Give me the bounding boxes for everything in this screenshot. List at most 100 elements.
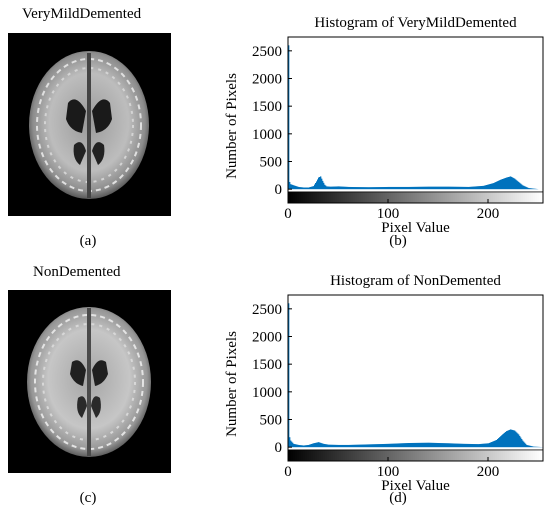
histogram-bar [341, 186, 343, 190]
plot-frame [287, 294, 544, 462]
histogram-bar [392, 443, 394, 448]
histogram-bar [420, 442, 422, 448]
histogram-bar [308, 187, 310, 190]
histogram-bar [295, 185, 297, 190]
histogram-bar [531, 446, 533, 448]
histogram-bar [455, 443, 457, 448]
histogram-bar [302, 445, 304, 448]
histogram-bar [292, 184, 294, 190]
histogram-bar [470, 443, 472, 448]
histogram-bar [356, 444, 358, 448]
histogram-bar [465, 186, 467, 190]
histogram-bar [409, 443, 411, 448]
histogram-bar [388, 186, 390, 190]
histogram-bar [319, 176, 321, 190]
histogram-chart-very-mild-demented: Histogram of VeryMildDemented05001000150… [224, 15, 544, 236]
histogram-bar [288, 303, 290, 448]
brain-scan-graphic [29, 51, 149, 199]
histogram-bar [358, 187, 360, 190]
histogram-bar [471, 443, 473, 448]
histogram-bar [350, 186, 352, 190]
histogram-bar [359, 187, 361, 190]
histogram-bar [448, 186, 450, 190]
histogram-bar [524, 186, 526, 190]
histogram-bar [425, 442, 427, 448]
histogram-bar [336, 444, 338, 448]
histogram-bar [421, 442, 423, 448]
histogram-bar [343, 444, 345, 448]
histogram-bar [523, 441, 525, 448]
histogram-bar [529, 445, 531, 448]
y-tick-label: 500 [260, 155, 283, 171]
histogram-bar [370, 444, 372, 448]
histogram-bar [497, 439, 499, 448]
histogram-bar [296, 444, 298, 448]
histogram-bar [432, 442, 434, 448]
histogram-bar [423, 442, 425, 448]
y-tick-label: 0 [275, 440, 283, 456]
histogram-bar [433, 442, 435, 448]
histogram-bar [373, 444, 375, 448]
histogram-bar [320, 442, 322, 448]
histogram-bar [354, 444, 356, 448]
histogram-bar [412, 186, 414, 190]
histogram-bar [513, 178, 515, 190]
histogram-bar [467, 443, 469, 448]
histogram-bar [325, 444, 327, 448]
histogram-bar [366, 444, 368, 448]
histogram-bar [375, 187, 377, 190]
histogram-bar [444, 443, 446, 448]
histogram-bar [340, 444, 342, 448]
histogram-bar [432, 186, 434, 190]
histogram-bar [476, 186, 478, 190]
histogram-bar [289, 181, 291, 190]
histogram-bar [306, 445, 308, 448]
mri-image-non-demented [8, 290, 171, 473]
histogram-bar [528, 445, 530, 448]
histogram-bar [312, 186, 314, 190]
histogram-bar [361, 444, 363, 448]
histogram-bar [317, 442, 319, 448]
histogram-bar [505, 431, 507, 448]
histogram-bar [301, 187, 303, 190]
histogram-bar [469, 186, 471, 190]
histogram-bar [494, 182, 496, 190]
histogram-bar [411, 186, 413, 190]
histogram-bar [438, 443, 440, 448]
histogram-bar [362, 187, 364, 190]
histogram-bar [529, 188, 531, 190]
histogram-bar [407, 186, 409, 190]
histogram-bar [445, 186, 447, 190]
histogram-bar [418, 186, 420, 190]
histogram-bar [329, 186, 331, 190]
histogram-bar [364, 444, 366, 448]
histogram-bar [318, 177, 320, 190]
histogram-bar [533, 188, 535, 190]
histogram-bar [469, 443, 471, 448]
histogram-bar [321, 178, 323, 190]
histogram-bar [507, 430, 509, 448]
histogram-bar [315, 182, 317, 190]
histogram-bar [383, 443, 385, 448]
histogram-bar [519, 182, 521, 190]
histogram-bar [376, 444, 378, 448]
histogram-bar [488, 184, 490, 190]
histogram-bar [479, 444, 481, 448]
x-axis-label: Pixel Value [381, 478, 450, 494]
histogram-bar [419, 186, 421, 190]
histogram-bar [315, 442, 317, 448]
histogram-bar [521, 439, 523, 448]
histogram-bar [379, 187, 381, 190]
histogram-bar [439, 186, 441, 190]
histogram-bar [364, 187, 366, 190]
histogram-bar [308, 444, 310, 448]
histogram-bar [390, 443, 392, 448]
histogram-bar [518, 434, 520, 448]
histogram-bars [288, 303, 544, 448]
histogram-bar [524, 442, 526, 448]
panel-c-title: NonDemented [33, 264, 121, 280]
histogram-bar [355, 444, 357, 448]
histogram-bar [369, 187, 371, 190]
histogram-bar [350, 444, 352, 448]
histogram-bar [433, 186, 435, 190]
